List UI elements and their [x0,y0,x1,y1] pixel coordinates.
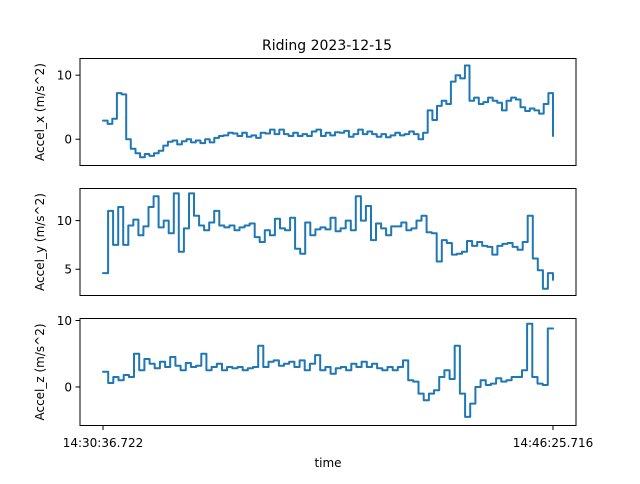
panel-accel-y: 5 10 Accel_y (m/s^2) [33,188,577,296]
y-tick-label-accel-z-10: 10 [57,314,72,328]
y-tick-label-accel-y-10: 10 [57,214,72,228]
ylabel-accel-y: Accel_y (m/s^2) [33,193,47,291]
y-tick-label-accel-y-5: 5 [64,263,72,277]
panel-accel-y-frame [79,188,577,296]
panel-accel-x: 0 10 Accel_x (m/s^2) [33,58,577,166]
x-tick-label-start: 14:30:36.722 [63,436,144,450]
panel-accel-z-yticks: 0 10 [57,314,80,394]
panel-accel-x-yticks: 0 10 [57,69,80,147]
x-tick-label-end: 14:46:25.716 [513,436,594,450]
series-line-accel-x [102,64,554,159]
y-tick-label-accel-z-0: 0 [64,380,72,394]
y-tick-label-accel-x-10: 10 [57,69,72,83]
panel-accel-z: 0 10 Accel_z (m/s^2) [33,314,577,426]
panel-accel-z-frame [79,318,577,426]
y-tick-label-accel-x-0: 0 [64,133,72,147]
panel-accel-x-frame [79,58,577,166]
ylabel-accel-x: Accel_x (m/s^2) [33,63,47,161]
ylabel-accel-z: Accel_z (m/s^2) [33,323,47,420]
chart-title: Riding 2023-12-15 [262,38,392,54]
panel-accel-y-yticks: 5 10 [57,214,80,277]
series-line-accel-y [102,192,554,290]
x-axis: 14:30:36.722 14:46:25.716 time [63,425,594,470]
series-line-accel-z [102,322,554,418]
x-axis-label: time [314,456,341,470]
